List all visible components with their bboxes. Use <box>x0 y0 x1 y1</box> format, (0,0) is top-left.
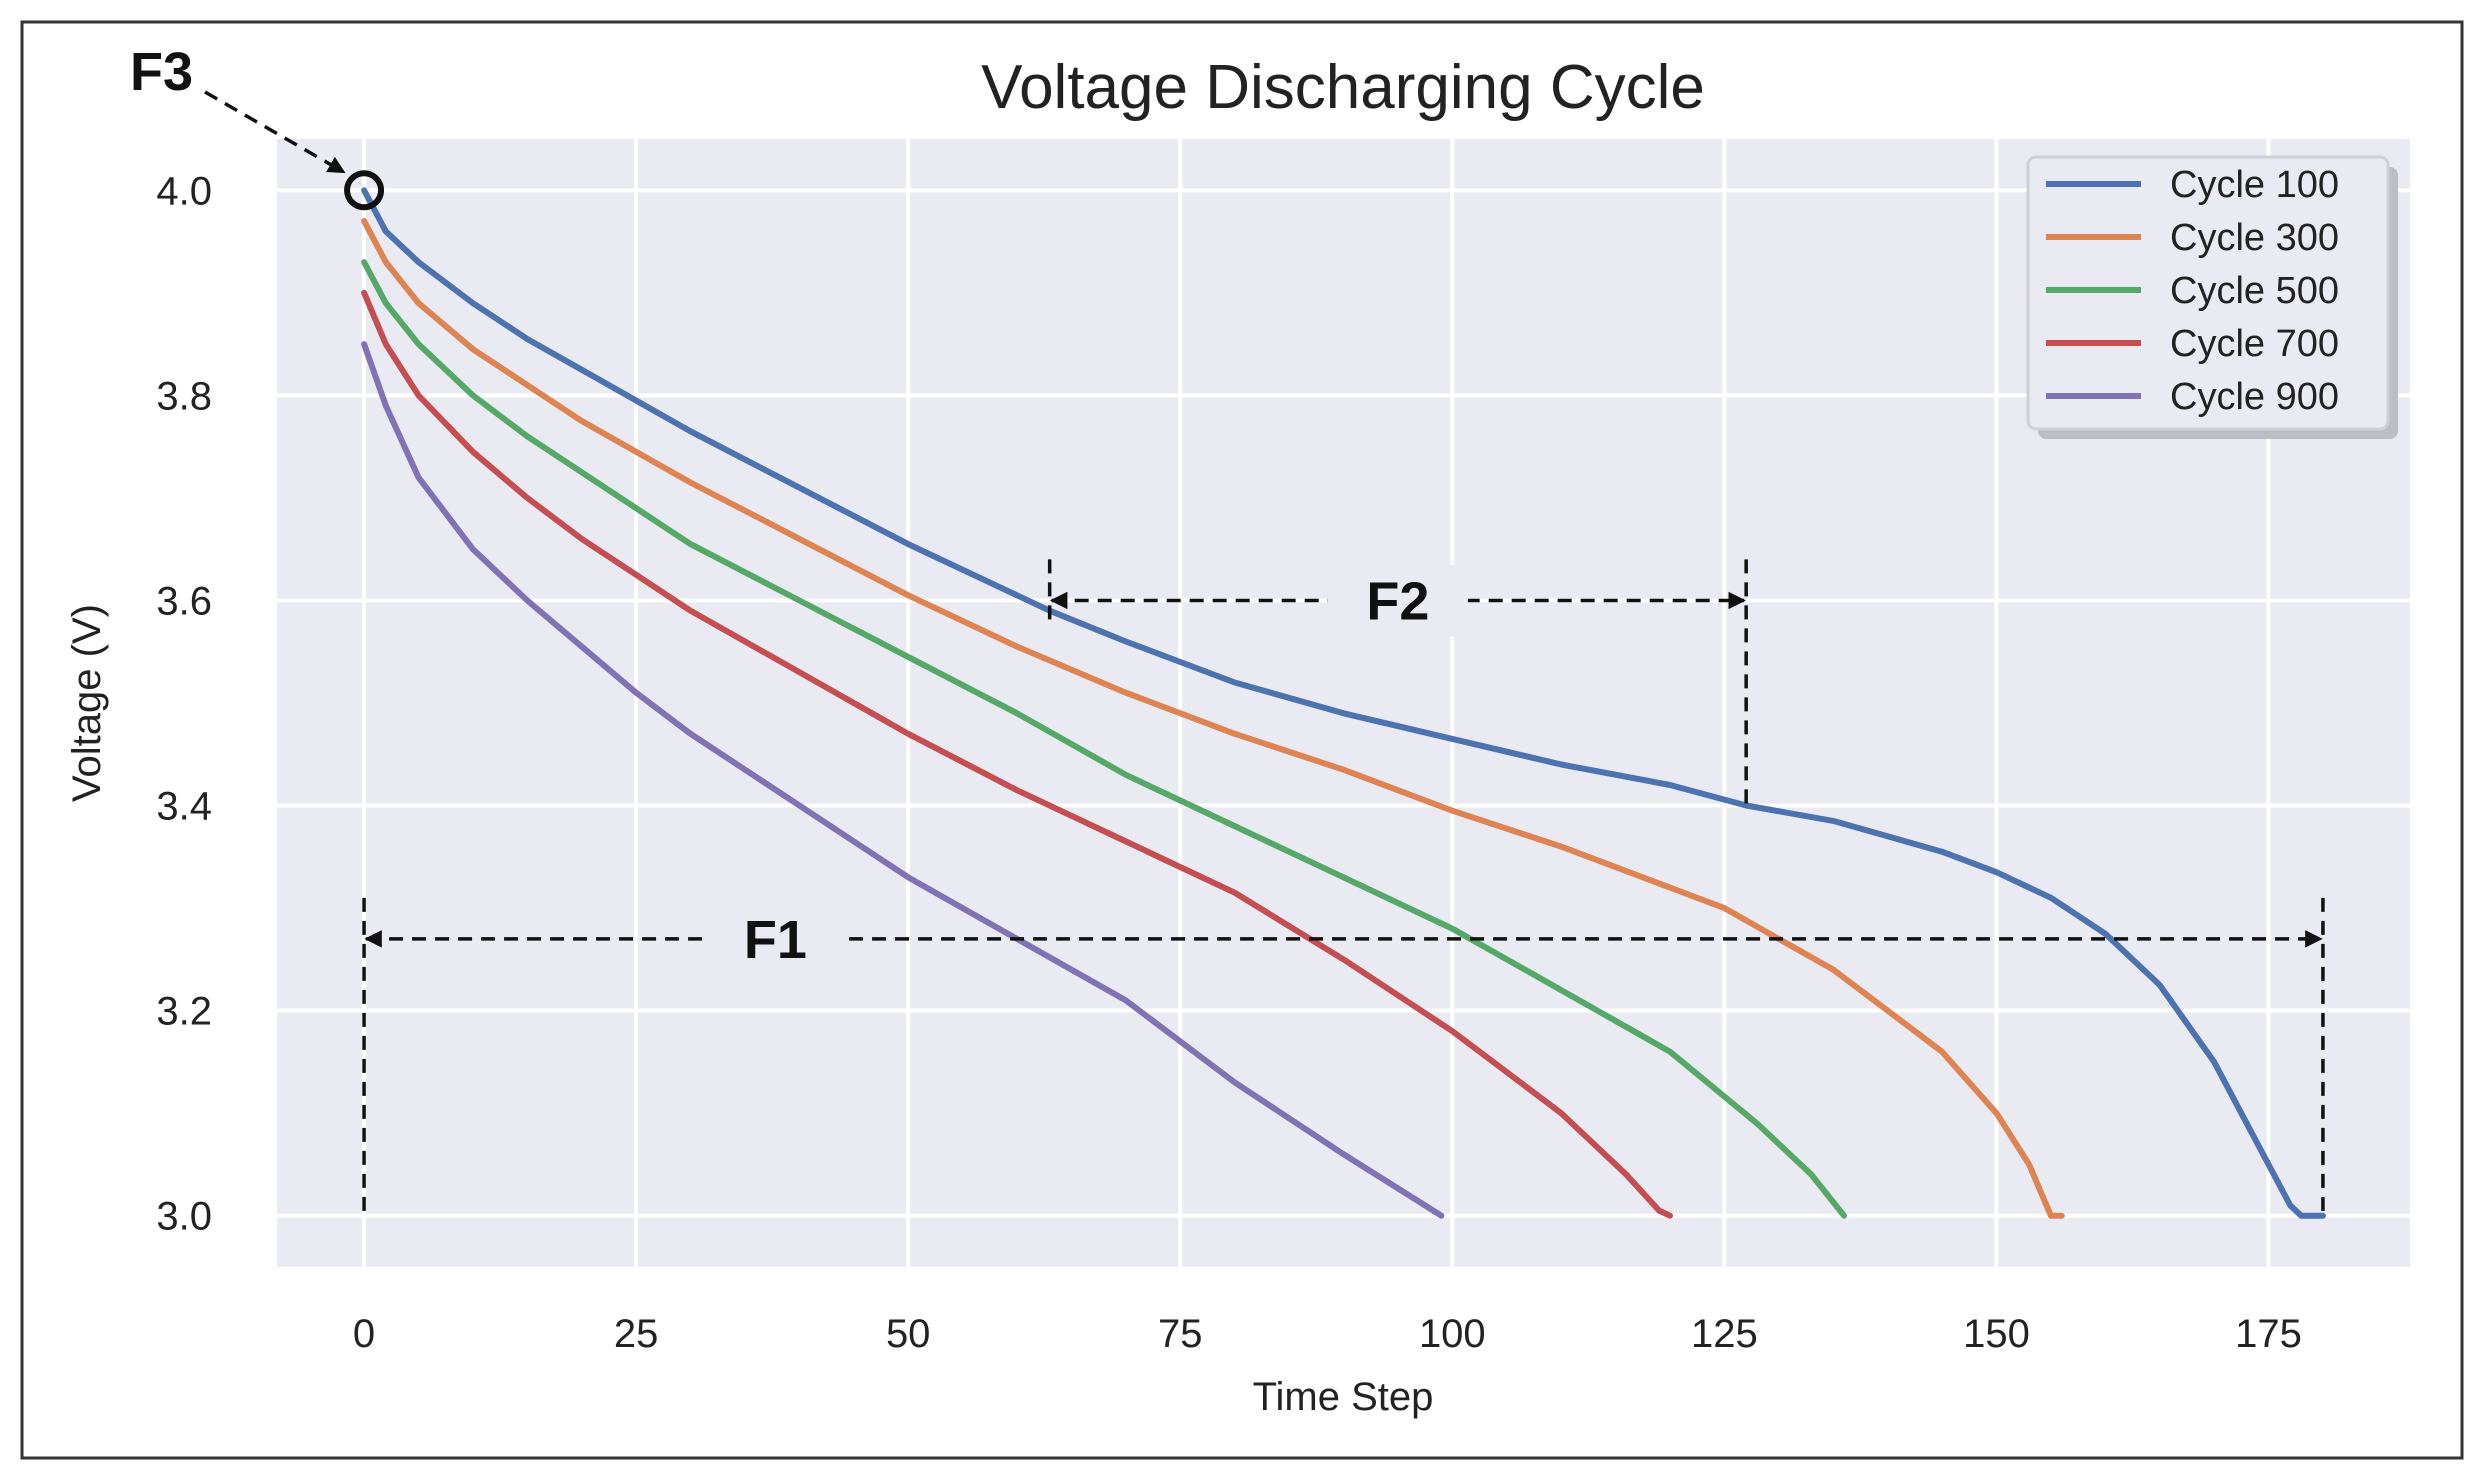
x-tick-label: 175 <box>2235 1312 2302 1356</box>
legend-label: Cycle 300 <box>2170 217 2339 259</box>
y-tick-label: 3.2 <box>156 990 212 1034</box>
y-tick-labels: 3.0 3.2 3.4 3.6 3.8 4.0 <box>156 169 212 1238</box>
x-tick-label: 50 <box>886 1312 931 1356</box>
y-tick-label: 3.8 <box>156 374 212 418</box>
legend-label: Cycle 500 <box>2170 270 2339 312</box>
y-tick-label: 4.0 <box>156 169 212 213</box>
x-tick-label: 150 <box>1963 1312 2030 1356</box>
series-lines <box>361 187 2326 1219</box>
legend-label: Cycle 900 <box>2170 376 2339 418</box>
x-tick-label: 0 <box>353 1312 375 1356</box>
y-axis-label: Voltage (V) <box>65 604 109 802</box>
x-gridlines <box>362 139 2271 1267</box>
x-tick-labels: 0 25 50 75 100 125 150 175 <box>353 1312 2302 1356</box>
annotation-f2-label: F2 <box>1366 571 1429 631</box>
x-tick-label: 100 <box>1419 1312 1486 1356</box>
series-line-cycle-900 <box>361 341 1445 1219</box>
series-line-cycle-500 <box>361 259 1848 1219</box>
legend: Cycle 100 Cycle 300 Cycle 500 Cycle 700 Cycl… <box>2026 155 2398 439</box>
legend-label: Cycle 700 <box>2170 323 2339 365</box>
legend-label: Cycle 100 <box>2170 164 2339 206</box>
annotation-f1-label: F1 <box>744 910 807 970</box>
annotation-f2-label-bg <box>1327 564 1468 637</box>
annotation-f1-label-bg <box>705 902 846 975</box>
annotation-f3-label: F3 <box>130 42 193 102</box>
y-tick-label: 3.4 <box>156 785 212 829</box>
x-tick-label: 75 <box>1158 1312 1203 1356</box>
series-line-cycle-700 <box>361 289 1673 1219</box>
series-line-cycle-100 <box>361 187 2326 1219</box>
x-axis-label: Time Step <box>1253 1375 1434 1419</box>
y-tick-label: 3.0 <box>156 1195 212 1239</box>
legend-box <box>2026 155 2390 431</box>
chart-title: Voltage Discharging Cycle <box>981 53 1705 122</box>
annotations: F1 F2 F3 <box>130 42 2325 1216</box>
annotation-f3-arrow <box>204 90 346 174</box>
x-tick-label: 25 <box>614 1312 659 1356</box>
x-tick-label: 125 <box>1691 1312 1758 1356</box>
y-tick-label: 3.6 <box>156 579 212 623</box>
series-line-cycle-300 <box>361 218 2065 1219</box>
annotation-f3-circle <box>344 170 385 211</box>
